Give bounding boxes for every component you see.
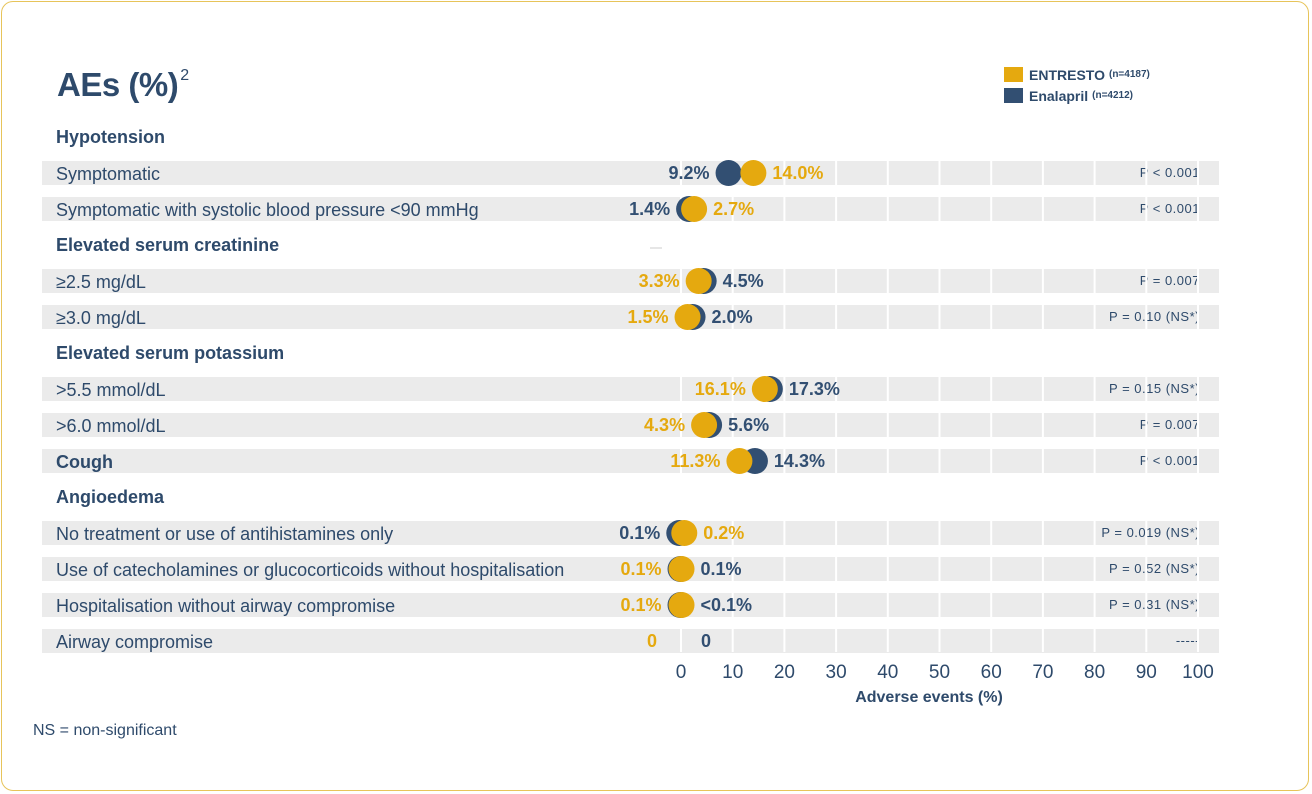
row-background <box>42 629 1219 653</box>
dot-entresto <box>691 412 718 438</box>
x-tick-label: 10 <box>722 662 743 683</box>
p-value: P = 0.15 (NS*) <box>1109 381 1200 396</box>
row-label: Cough <box>56 452 113 472</box>
dot-entresto <box>668 592 695 618</box>
p-value: P = 0.10 (NS*) <box>1109 309 1200 324</box>
dot-entresto <box>671 520 698 546</box>
value-label-enalapril: 14.3% <box>774 451 825 471</box>
row-background <box>42 269 1219 293</box>
x-tick-label: 0 <box>676 662 687 683</box>
x-tick-label: 60 <box>981 662 1002 683</box>
dot-entresto <box>681 196 708 222</box>
x-tick-label: 50 <box>929 662 950 683</box>
x-tick-label: 30 <box>826 662 847 683</box>
x-tick-label: 100 <box>1182 662 1214 683</box>
row-label: Hospitalisation without airway compromis… <box>56 596 396 616</box>
row-background <box>42 377 1219 401</box>
row-label: No treatment or use of antihistamines on… <box>56 524 394 544</box>
legend: ENTRESTO (n=4187) Enalapril (n=4212) <box>1004 64 1150 106</box>
x-tick-label: 40 <box>877 662 898 683</box>
legend-label-enalapril: Enalapril <box>1029 87 1089 104</box>
row-label: >6.0 mmol/dL <box>56 416 166 436</box>
value-label-entresto: 3.3% <box>639 271 680 291</box>
value-label-entresto: 2.7% <box>713 199 754 219</box>
row-background <box>42 305 1219 329</box>
legend-item-enalapril: Enalapril (n=4212) <box>1004 85 1150 106</box>
row-label: Symptomatic with systolic blood pressure… <box>56 200 479 220</box>
row-label: Symptomatic <box>56 164 161 184</box>
row-background <box>42 197 1219 221</box>
dot-entresto <box>674 304 701 330</box>
value-label-enalapril: <0.1% <box>701 595 753 615</box>
value-label-entresto: 1.5% <box>628 307 669 327</box>
row-background <box>42 449 1219 473</box>
dot-entresto <box>751 376 778 402</box>
chart-title: AEs (%) 2 <box>57 66 189 103</box>
row-label: ≥2.5 mg/dL <box>56 272 146 292</box>
row-background <box>42 593 1219 617</box>
value-label-enalapril: 4.5% <box>723 271 764 291</box>
p-value: P < 0.001 <box>1139 165 1200 180</box>
value-label-enalapril: 0.1% <box>701 559 742 579</box>
value-label-enalapril: 2.0% <box>712 307 753 327</box>
row-label: ≥3.0 mg/dL <box>56 308 146 328</box>
x-axis-title: Adverse events (%) <box>855 689 1003 706</box>
dot-enalapril <box>715 160 742 186</box>
row-background <box>42 557 1219 581</box>
row-background <box>42 413 1219 437</box>
p-value: ----- <box>1175 633 1200 648</box>
value-label-entresto: 0 <box>647 631 657 651</box>
title-superscript: 2 <box>180 67 189 84</box>
p-value: P = 0.007 <box>1139 417 1200 432</box>
dot-entresto <box>726 448 753 474</box>
value-label-enalapril: 0 <box>701 631 711 651</box>
value-label-enalapril: 5.6% <box>728 415 769 435</box>
value-label-enalapril: 1.4% <box>629 199 670 219</box>
legend-n-enalapril: (n=4212) <box>1092 90 1133 101</box>
dot-entresto <box>685 268 712 294</box>
footnote: NS = non-significant <box>33 722 177 739</box>
value-label-enalapril: 0.1% <box>619 523 660 543</box>
section-heading: Elevated serum potassium <box>56 343 285 363</box>
legend-swatch-entresto <box>1004 67 1023 82</box>
value-label-enalapril: 9.2% <box>669 163 710 183</box>
x-tick-label: 90 <box>1136 662 1157 683</box>
row-label: Use of catecholamines or glucocorticoids… <box>56 560 565 580</box>
p-value: P < 0.001 <box>1139 201 1200 216</box>
value-label-entresto: 0.1% <box>620 595 661 615</box>
section-heading: Elevated serum creatinine <box>56 235 280 255</box>
p-value: P = 0.007 <box>1139 273 1200 288</box>
dot-entresto <box>668 556 695 582</box>
p-value: P = 0.019 (NS*) <box>1101 525 1200 540</box>
value-label-entresto: 0.2% <box>703 523 744 543</box>
value-label-enalapril: 17.3% <box>789 379 840 399</box>
x-tick-label: 20 <box>774 662 795 683</box>
value-label-entresto: 14.0% <box>772 163 823 183</box>
row-label: Airway compromise <box>56 632 214 652</box>
legend-swatch-enalapril <box>1004 88 1023 103</box>
row-background <box>42 521 1219 545</box>
row-background <box>42 161 1219 185</box>
value-label-entresto: 0.1% <box>620 559 661 579</box>
p-value: P < 0.001 <box>1139 453 1200 468</box>
p-value: P = 0.52 (NS*) <box>1109 561 1200 576</box>
section-heading: Angioedema <box>56 487 165 507</box>
value-label-entresto: 11.3% <box>670 451 720 471</box>
p-value: P = 0.31 (NS*) <box>1109 597 1200 612</box>
section-heading: Hypotension <box>56 127 166 147</box>
x-tick-label: 80 <box>1084 662 1105 683</box>
x-tick-label: 70 <box>1032 662 1053 683</box>
legend-n-entresto: (n=4187) <box>1108 69 1150 80</box>
value-label-entresto: 4.3% <box>644 415 685 435</box>
legend-item-entresto: ENTRESTO (n=4187) <box>1004 64 1150 85</box>
row-label: >5.5 mmol/dL <box>56 380 166 400</box>
value-label-entresto: 16.1% <box>695 379 746 399</box>
dot-entresto <box>740 160 767 186</box>
legend-label-entresto: ENTRESTO <box>1029 66 1105 83</box>
